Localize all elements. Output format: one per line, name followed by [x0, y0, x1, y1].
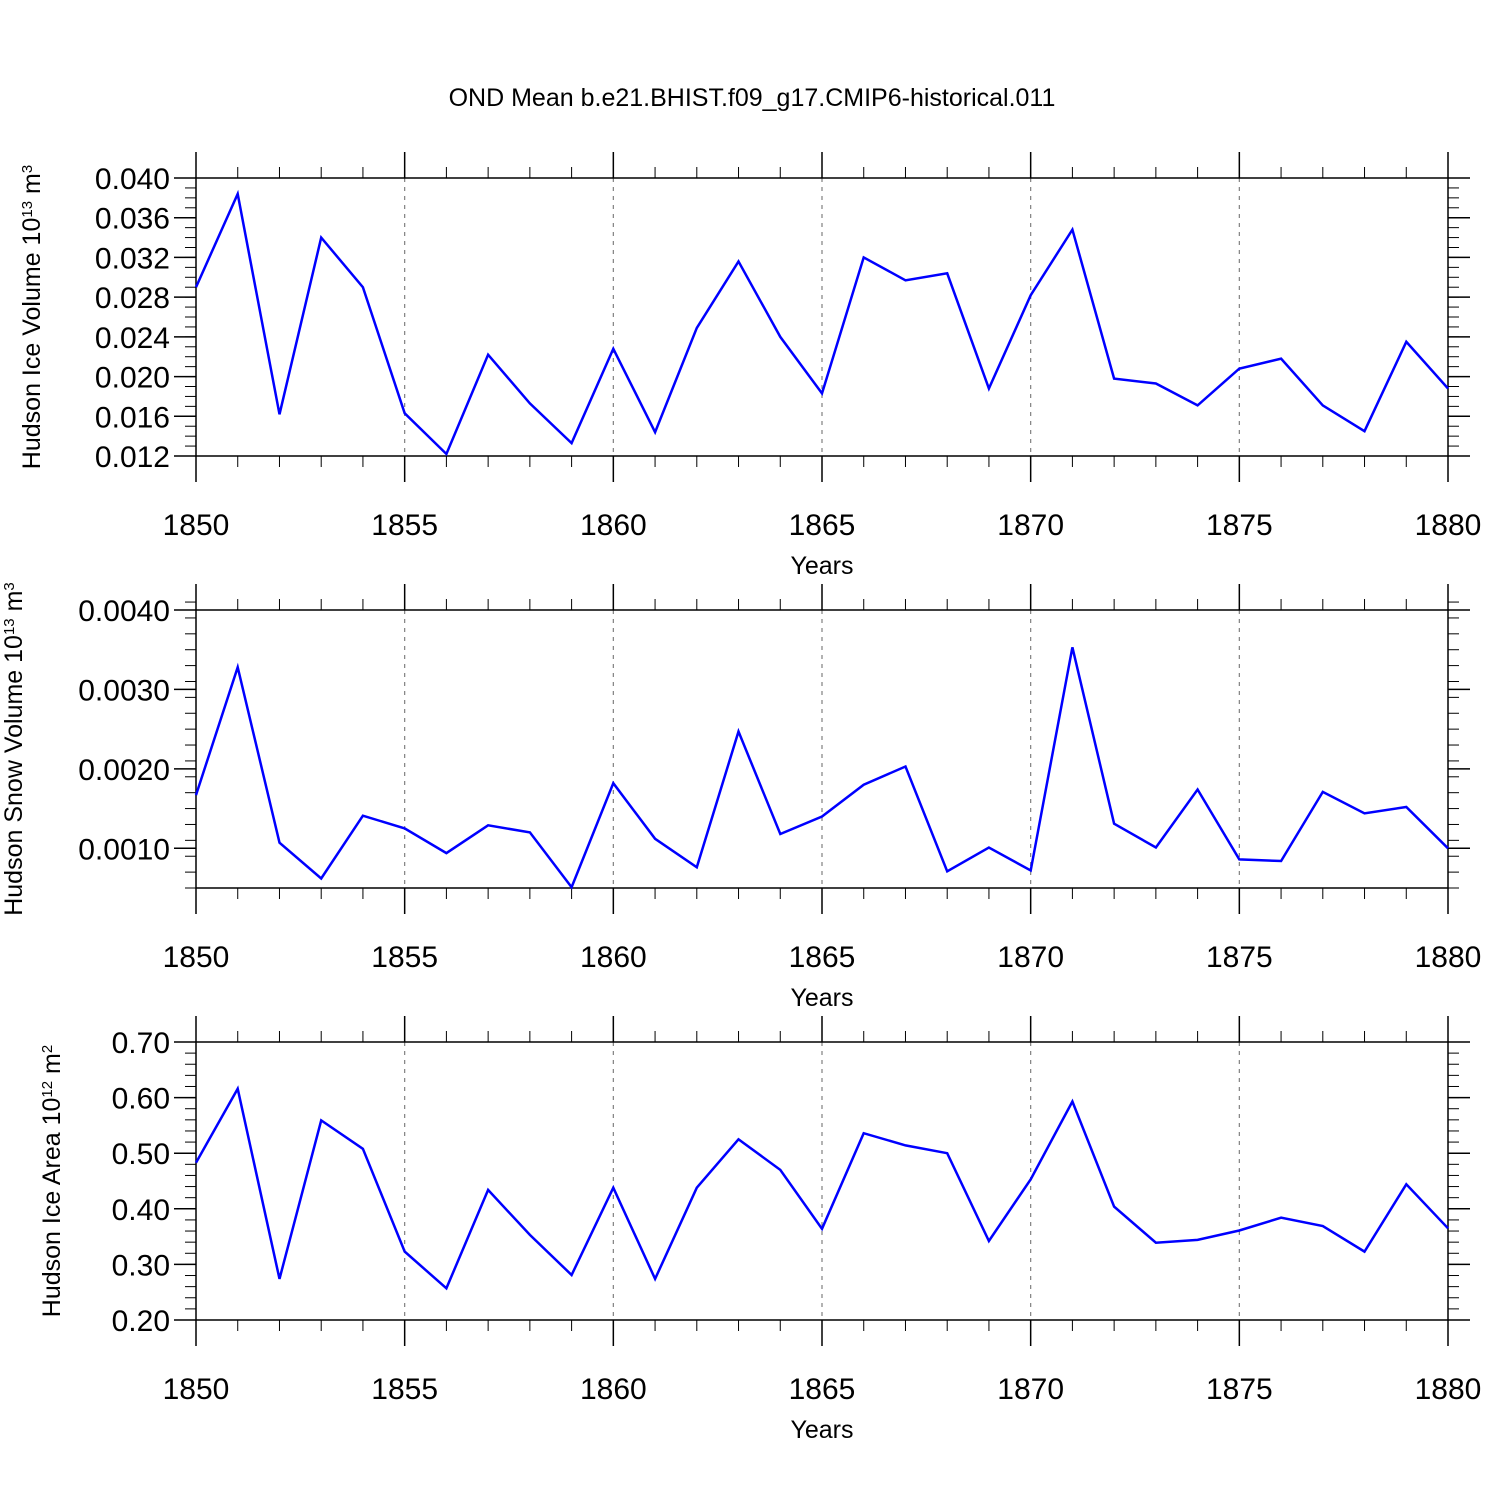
plot-frame — [195, 1041, 1449, 1321]
x-tick-label: 1860 — [580, 509, 647, 542]
y-tick-label: 0.30 — [112, 1249, 170, 1282]
x-tick-label: 1870 — [997, 509, 1064, 542]
series-line — [194, 1085, 1449, 1291]
x-tick-label: 1870 — [997, 941, 1064, 974]
x-tick-label: 1865 — [789, 509, 856, 542]
x-tick-label: 1850 — [163, 1373, 230, 1406]
plot-frame — [195, 177, 1449, 457]
x-tick-label: 1865 — [789, 941, 856, 974]
plot-frame — [195, 609, 1449, 889]
x-tick-label: 1855 — [371, 1373, 438, 1406]
x-tick-label: 1880 — [1415, 509, 1482, 542]
series-line — [194, 647, 1449, 890]
y-axis-title: Hudson Ice Volume 1013 m3 — [18, 165, 46, 469]
y-tick-label: 0.040 — [95, 163, 170, 196]
x-tick-label: 1855 — [371, 941, 438, 974]
x-tick-label: 1865 — [789, 1373, 856, 1406]
x-tick-label: 1855 — [371, 509, 438, 542]
y-tick-label: 0.012 — [95, 441, 170, 474]
y-tick-label: 0.0010 — [78, 833, 170, 866]
x-axis-title: Years — [790, 552, 853, 580]
y-tick-label: 0.60 — [112, 1083, 170, 1116]
y-tick-label: 0.70 — [112, 1027, 170, 1060]
series-line — [194, 189, 1449, 457]
x-tick-label: 1850 — [163, 941, 230, 974]
y-tick-label: 0.024 — [95, 322, 170, 355]
x-tick-label: 1875 — [1206, 941, 1273, 974]
panel-1: 0.012 0.016 0.020 0.024 0.028 0.032 0.036 0.040… — [18, 152, 1481, 580]
panel-3: 0.20 0.30 0.40 0.50 0.60 0.70 1850 1855 1860 1865… — [38, 1016, 1481, 1444]
x-axis-title: Years — [790, 1416, 853, 1444]
x-tick-label: 1880 — [1415, 941, 1482, 974]
panel-2: 0.0010 0.0020 0.0030 0.0040 1850 1855 1860 1865… — [0, 582, 1481, 1012]
y-tick-label: 0.0030 — [78, 674, 170, 707]
x-tick-label: 1875 — [1206, 509, 1273, 542]
x-tick-label: 1875 — [1206, 1373, 1273, 1406]
x-tick-label: 1860 — [580, 1373, 647, 1406]
x-axis-title: Years — [790, 984, 853, 1012]
y-tick-label: 0.40 — [112, 1194, 170, 1227]
panels: 0.012 0.016 0.020 0.024 0.028 0.032 0.036 0.040… — [0, 152, 1481, 1444]
y-tick-label: 0.020 — [95, 362, 170, 395]
y-tick-label: 0.028 — [95, 282, 170, 315]
x-tick-label: 1860 — [580, 941, 647, 974]
x-tick-label: 1850 — [163, 509, 230, 542]
y-tick-label: 0.036 — [95, 203, 170, 236]
y-tick-label: 0.0020 — [78, 754, 170, 787]
y-axis-title: Hudson Snow Volume 1013 m3 — [0, 582, 28, 916]
y-tick-label: 0.50 — [112, 1138, 170, 1171]
y-axis-title: Hudson Ice Area 1012 m2 — [38, 1045, 66, 1317]
y-tick-label: 0.20 — [112, 1305, 170, 1338]
y-tick-label: 0.0040 — [78, 595, 170, 628]
x-tick-label: 1870 — [997, 1373, 1064, 1406]
y-tick-label: 0.016 — [95, 401, 170, 434]
x-tick-label: 1880 — [1415, 1373, 1482, 1406]
y-tick-label: 0.032 — [95, 242, 170, 275]
chart-title: OND Mean b.e21.BHIST.f09_g17.CMIP6-histo… — [449, 84, 1056, 112]
